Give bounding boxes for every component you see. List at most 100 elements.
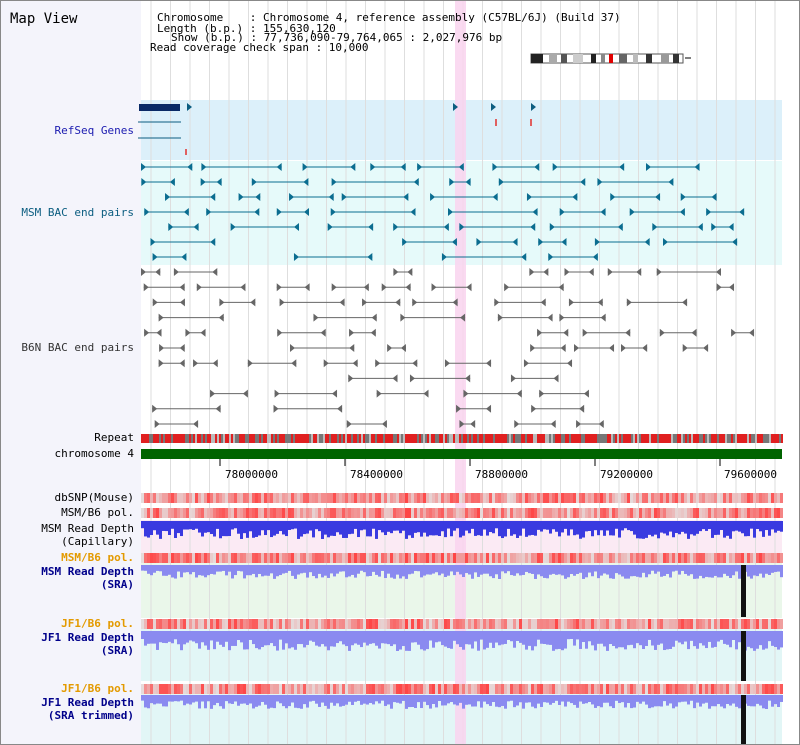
dbsnp-heat	[276, 493, 279, 503]
jf1-pol-heat	[780, 619, 783, 629]
repeat-segment	[635, 434, 637, 443]
jf1-depth-trim-bar	[627, 695, 630, 704]
msm-pol-heat-2	[495, 553, 498, 563]
dbsnp-heat	[165, 493, 168, 503]
jf1-pol-heat-2	[387, 684, 390, 694]
jf1-depth-sra-bar	[153, 631, 156, 644]
jf1-depth-sra-bar	[591, 631, 594, 646]
msm-depth-sra-bar	[489, 565, 492, 577]
dbsnp-heat	[594, 493, 597, 503]
repeat-segment	[357, 434, 359, 443]
msm-pol-heat-2	[690, 553, 693, 563]
dbsnp-heat	[486, 493, 489, 503]
b6n-bac-pair-end	[682, 344, 688, 352]
msm-depth-sra-bar	[324, 565, 327, 576]
msm-pol-heat-2	[291, 553, 294, 563]
repeat-segment	[545, 434, 547, 443]
jf1-pol-heat-2	[177, 684, 180, 694]
track-label-repeat: Repeat	[94, 431, 134, 444]
track-label-jf1-b6-pol-1: JF1/B6 pol.	[61, 617, 134, 630]
jf1-pol-heat-2	[150, 684, 153, 694]
msm-depth-sra-bar	[768, 565, 771, 575]
jf1-depth-trim-bar	[768, 695, 771, 701]
repeat-segment	[289, 434, 291, 443]
msm-pol-heat-2	[513, 553, 516, 563]
repeat-segment	[711, 434, 713, 443]
repeat-segment	[315, 434, 317, 443]
msm-bac-pair-end	[303, 178, 309, 186]
jf1-pol-heat	[636, 619, 639, 629]
msm-depth-cap-bar	[768, 521, 771, 536]
repeat-segment	[465, 434, 467, 443]
jf1-depth-sra-bar	[432, 631, 435, 648]
msm-pol-heat-2	[576, 553, 579, 563]
msm-depth-cap-bar	[492, 521, 495, 534]
msm-pol-heat	[192, 508, 195, 518]
repeat-segment	[261, 434, 263, 443]
dbsnp-heat	[585, 493, 588, 503]
repeat-segment	[305, 434, 307, 443]
repeat-segment	[253, 434, 255, 443]
msm-pol-heat	[378, 508, 381, 518]
jf1-pol-heat	[567, 619, 570, 629]
repeat-segment	[395, 434, 397, 443]
msm-depth-cap-bar	[318, 521, 321, 532]
msm-depth-cap-bar	[429, 521, 432, 536]
dbsnp-heat	[630, 493, 633, 503]
jf1-depth-sra-bar	[621, 631, 624, 648]
msm-bac-pair-end	[492, 193, 498, 201]
jf1-depth-trim-bar	[429, 695, 432, 709]
jf1-depth-sra-bar	[588, 631, 591, 642]
repeat-segment	[301, 434, 303, 443]
jf1-depth-sra-bar	[393, 631, 396, 645]
jf1-pol-heat	[507, 619, 510, 629]
repeat-segment	[211, 434, 213, 443]
jf1-pol-heat-2	[162, 684, 165, 694]
repeat-segment	[219, 434, 221, 443]
jf1-depth-trim-bar	[477, 695, 480, 702]
jf1-depth-sra-bar	[408, 631, 411, 651]
jf1-pol-heat-2	[681, 684, 684, 694]
msm-pol-heat-2	[639, 553, 642, 563]
track-label-refseq[interactable]: RefSeq Genes	[54, 124, 134, 137]
jf1-depth-trim-bar	[537, 695, 540, 704]
track-label-b6n-bac[interactable]: B6N BAC end pairs	[21, 341, 134, 354]
jf1-depth-sra-bar	[528, 631, 531, 646]
msm-bac-pair-end	[216, 178, 222, 186]
jf1-pol-heat-2	[243, 684, 246, 694]
dbsnp-heat	[345, 493, 348, 503]
dbsnp-heat	[657, 493, 660, 503]
msm-pol-heat-2	[381, 553, 384, 563]
msm-depth-cap-bar	[267, 521, 270, 531]
jf1-pol-heat-2	[321, 684, 324, 694]
dbsnp-heat	[234, 493, 237, 503]
dbsnp-heat	[561, 493, 564, 503]
track-label-jf1-depth-trim: JF1 Read Depth	[41, 696, 134, 709]
jf1-depth-trim-bar	[468, 695, 471, 705]
msm-depth-sra-bar	[639, 565, 642, 578]
b6n-bac-pair-end	[196, 283, 202, 292]
msm-depth-sra-bar	[486, 565, 489, 574]
b6n-bac-pair-end	[564, 268, 570, 276]
jf1-depth-trim-bar	[177, 695, 180, 702]
msm-pol-heat	[672, 508, 675, 518]
repeat-segment	[681, 434, 683, 443]
jf1-depth-trim-bar	[318, 695, 321, 707]
jf1-depth-trim-bar	[192, 695, 195, 703]
msm-pol-heat	[633, 508, 636, 518]
msm-pol-heat	[636, 508, 639, 518]
b6n-bac-pair-end	[625, 328, 631, 337]
repeat-segment	[499, 434, 501, 443]
jf1-depth-sra-bar	[324, 631, 327, 647]
dbsnp-heat	[153, 493, 156, 503]
jf1-depth-sra-bar	[660, 631, 663, 644]
jf1-depth-trim-bar	[261, 695, 264, 702]
track-label-msm-bac[interactable]: MSM BAC end pairs	[21, 206, 134, 219]
msm-depth-sra-bar	[417, 565, 420, 572]
msm-depth-sra-bar	[624, 565, 627, 579]
msm-pol-heat	[186, 508, 189, 518]
jf1-pol-heat	[729, 619, 732, 629]
msm-depth-cap-bar	[417, 521, 420, 533]
b6n-bac-pair-end	[609, 344, 615, 352]
